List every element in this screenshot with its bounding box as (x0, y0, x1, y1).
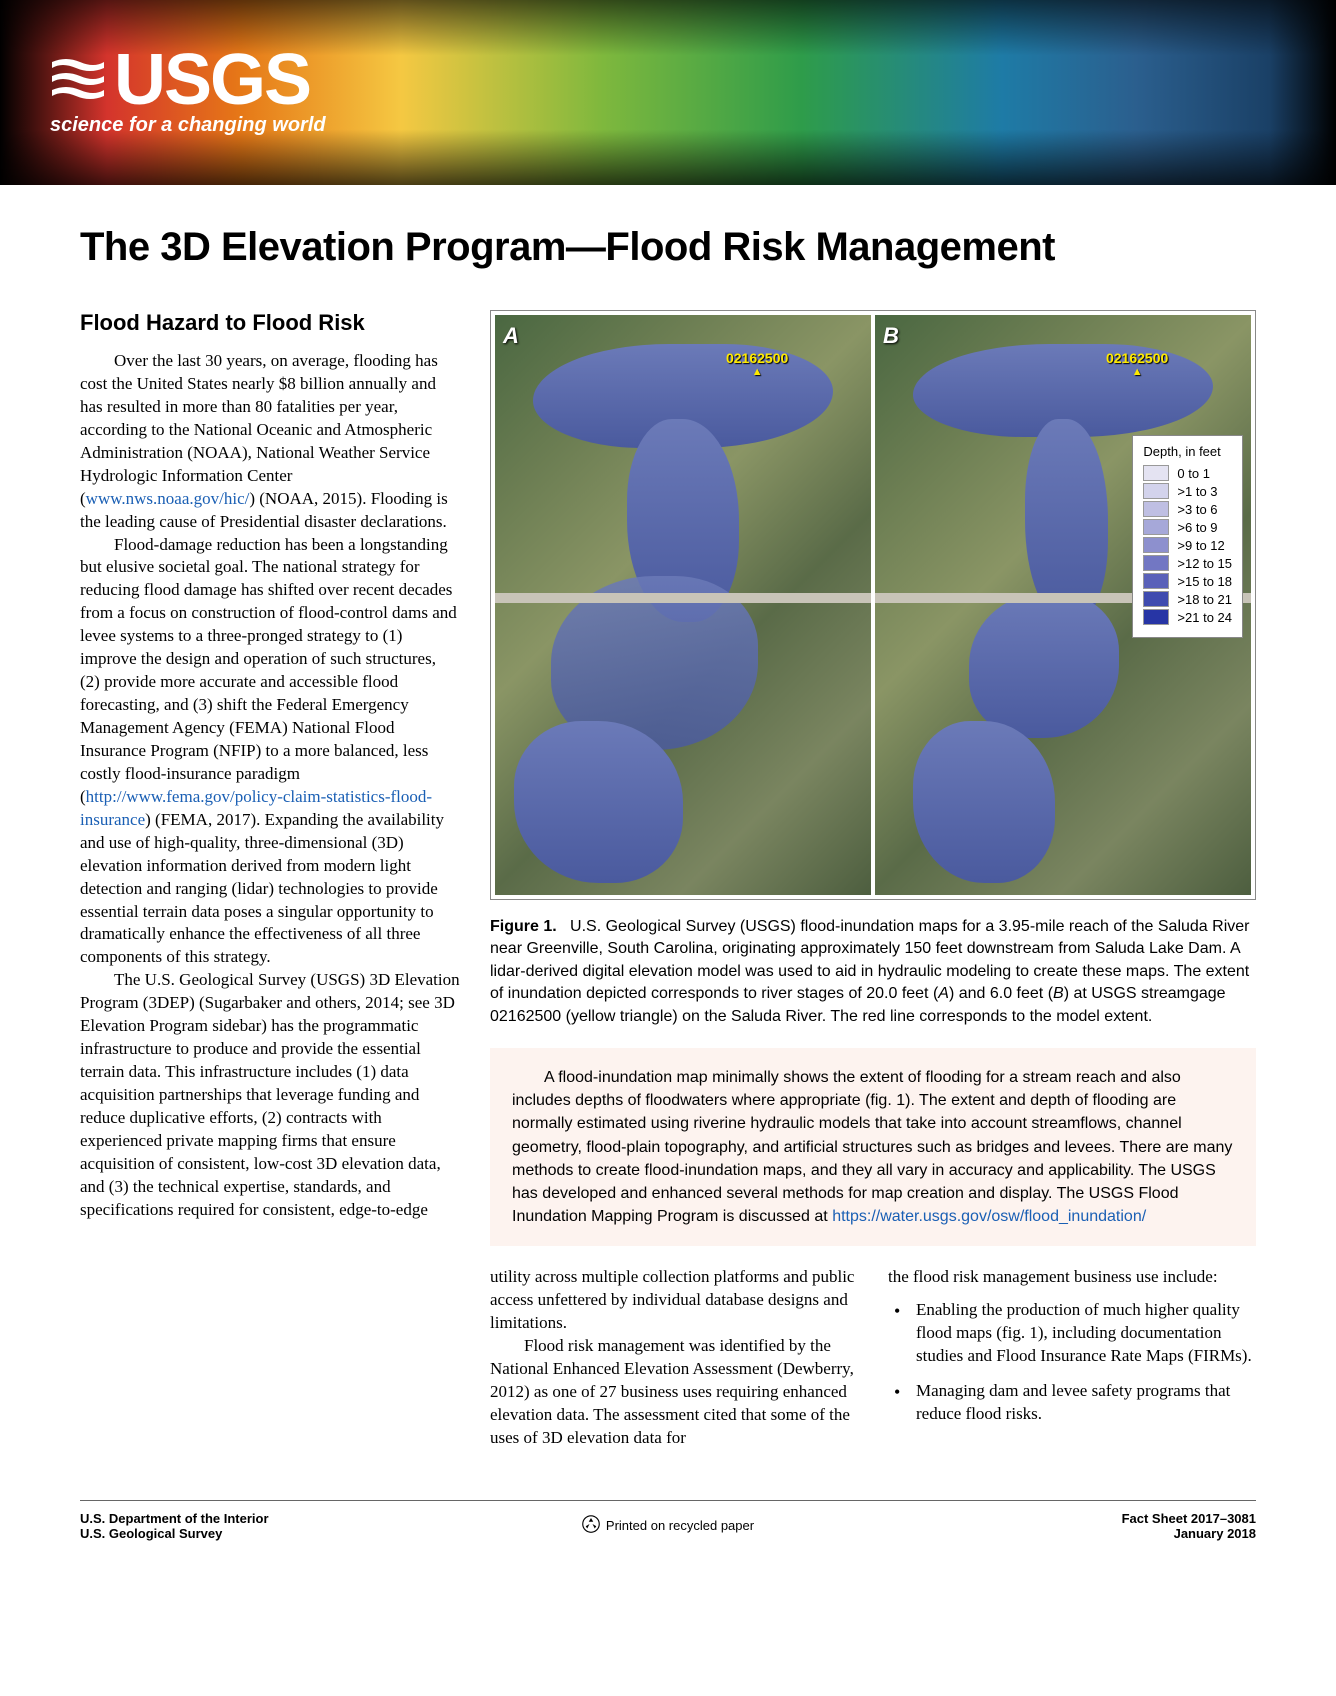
figure-caption: Figure 1. U.S. Geological Survey (USGS) … (490, 916, 1256, 1028)
body-paragraph-3: The U.S. Geological Survey (USGS) 3D Ele… (80, 969, 460, 1221)
legend-label: >18 to 21 (1177, 592, 1232, 607)
usgs-wave-icon (50, 48, 106, 113)
bullet-item: Enabling the production of much higher q… (908, 1299, 1256, 1368)
usgs-logo: USGS science for a changing world (50, 48, 326, 138)
header-banner: USGS science for a changing world (0, 0, 1336, 185)
panel-label-b: B (883, 323, 899, 349)
gage-marker-a: 02162500 (726, 350, 788, 378)
legend-swatch (1143, 519, 1169, 535)
lower-intro: the flood risk management business use i… (888, 1266, 1256, 1289)
legend-label: >9 to 12 (1177, 538, 1224, 553)
legend-label: 0 to 1 (1177, 466, 1210, 481)
legend-swatch (1143, 501, 1169, 517)
lower-col-right: the flood risk management business use i… (888, 1266, 1256, 1450)
left-text-column: Flood Hazard to Flood Risk Over the last… (80, 310, 460, 1450)
body-paragraph-2: Flood-damage reduction has been a longst… (80, 534, 460, 970)
legend-row: >3 to 6 (1143, 501, 1232, 517)
lower-col-left: utility across multiple collection platf… (490, 1266, 858, 1450)
depth-legend: Depth, in feet 0 to 1 >1 to 3 >3 to 6 >6 to… (1132, 435, 1243, 638)
legend-row: >6 to 9 (1143, 519, 1232, 535)
link-noaa[interactable]: www.nws.noaa.gov/hic/ (86, 489, 250, 508)
lower-p1: utility across multiple collection platf… (490, 1266, 858, 1335)
gage-marker-b: 02162500 (1106, 350, 1168, 378)
legend-row: >9 to 12 (1143, 537, 1232, 553)
footer-left: U.S. Department of the Interior U.S. Geo… (80, 1511, 582, 1541)
usgs-wordmark: USGS (114, 48, 310, 113)
legend-label: >12 to 15 (1177, 556, 1232, 571)
legend-title: Depth, in feet (1143, 444, 1232, 459)
legend-swatch (1143, 555, 1169, 571)
legend-label: >21 to 24 (1177, 610, 1232, 625)
link-flood-inundation[interactable]: https://water.usgs.gov/osw/flood_inundat… (832, 1208, 1146, 1225)
figure-panel-a: A 02162500 (495, 315, 871, 895)
callout-box: A flood-inundation map minimally shows t… (490, 1048, 1256, 1246)
footer-mid: Printed on recycled paper (582, 1515, 754, 1536)
legend-swatch (1143, 591, 1169, 607)
recycle-icon (582, 1515, 600, 1536)
legend-row: 0 to 1 (1143, 465, 1232, 481)
usgs-tagline: science for a changing world (50, 114, 326, 137)
lower-p2: Flood risk management was identified by … (490, 1335, 858, 1450)
legend-row: >15 to 18 (1143, 573, 1232, 589)
bullet-list: Enabling the production of much higher q… (888, 1299, 1256, 1426)
legend-row: >21 to 24 (1143, 609, 1232, 625)
legend-row: >1 to 3 (1143, 483, 1232, 499)
page-footer: U.S. Department of the Interior U.S. Geo… (80, 1500, 1256, 1541)
footer-right: Fact Sheet 2017–3081 January 2018 (754, 1511, 1256, 1541)
legend-label: >1 to 3 (1177, 484, 1217, 499)
page-title: The 3D Elevation Program—Flood Risk Mana… (80, 225, 1256, 270)
body-paragraph-1: Over the last 30 years, on average, floo… (80, 350, 460, 534)
legend-swatch (1143, 537, 1169, 553)
figure-1: A 02162500 B 02162500 Depth, in feet 0 t… (490, 310, 1256, 900)
legend-label: >3 to 6 (1177, 502, 1217, 517)
panel-label-a: A (503, 323, 519, 349)
legend-swatch (1143, 573, 1169, 589)
legend-swatch (1143, 483, 1169, 499)
section-heading: Flood Hazard to Flood Risk (80, 310, 460, 336)
legend-swatch (1143, 609, 1169, 625)
legend-row: >12 to 15 (1143, 555, 1232, 571)
legend-label: >15 to 18 (1177, 574, 1232, 589)
bullet-item: Managing dam and levee safety programs t… (908, 1380, 1256, 1426)
legend-row: >18 to 21 (1143, 591, 1232, 607)
legend-swatch (1143, 465, 1169, 481)
legend-label: >6 to 9 (1177, 520, 1217, 535)
